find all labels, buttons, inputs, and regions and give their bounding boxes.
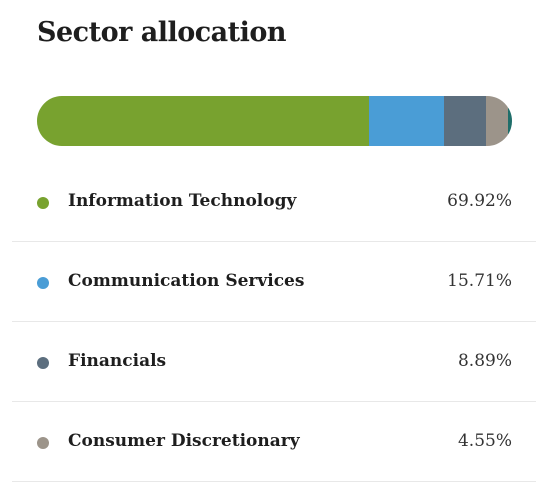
legend-label: Communication Services <box>68 271 305 291</box>
legend-value: 4.55% <box>457 431 512 451</box>
legend-item: Information Technology 69.92% <box>12 162 536 242</box>
sector-legend: Information Technology 69.92% Communicatio… <box>12 162 536 482</box>
bar-segment <box>369 96 444 146</box>
legend-dot-icon <box>37 437 49 449</box>
legend-dot-icon <box>37 357 49 369</box>
legend-dot-icon <box>37 277 49 289</box>
bar-segment <box>485 96 508 146</box>
chart-title: Sector allocation <box>37 17 287 48</box>
legend-label: Financials <box>68 351 167 371</box>
legend-value: 8.89% <box>457 351 512 371</box>
bar-segment <box>37 96 370 146</box>
legend-value: 15.71% <box>447 271 512 291</box>
legend-label: Information Technology <box>68 191 297 211</box>
legend-item: Communication Services 15.71% <box>12 242 536 322</box>
bar-segment <box>443 96 486 146</box>
legend-item: Financials 8.89% <box>12 322 536 402</box>
bar-segment-remainder <box>507 96 512 146</box>
legend-item: Consumer Discretionary 4.55% <box>12 402 536 482</box>
legend-dot-icon <box>37 197 49 209</box>
legend-value: 69.92% <box>447 191 512 211</box>
legend-label: Consumer Discretionary <box>68 431 300 451</box>
allocation-stacked-bar <box>37 96 512 146</box>
